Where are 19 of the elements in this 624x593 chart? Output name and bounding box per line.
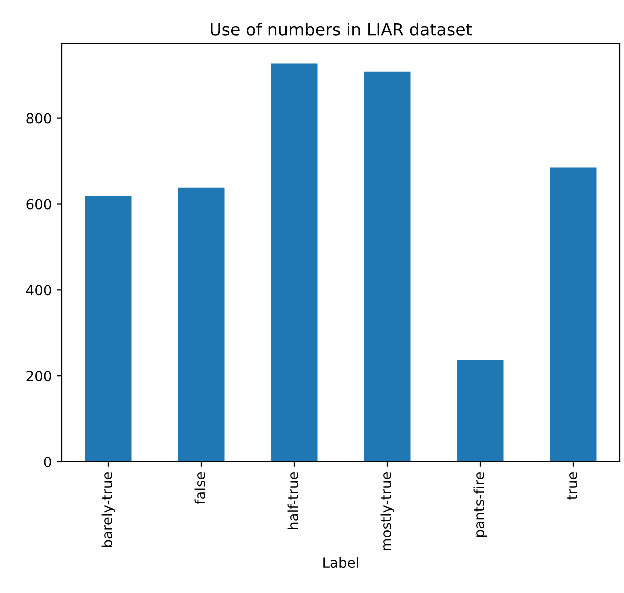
x-tick-label: half-true [288, 472, 299, 530]
x-tick-label: barely-true [102, 472, 116, 548]
y-tick-label: 0 [44, 456, 52, 468]
y-tick-label: 800 [26, 113, 52, 124]
bar [85, 196, 132, 462]
x-tick-label: pants-fire [474, 472, 488, 537]
bar [550, 168, 597, 462]
y-tick-label: 600 [26, 199, 52, 210]
y-tick-label: 400 [26, 285, 52, 296]
bar [457, 360, 504, 462]
bar [178, 188, 225, 462]
x-tick-label: false [194, 472, 206, 504]
bar [364, 72, 411, 462]
x-axis-title: Label [324, 557, 358, 568]
y-tick-label: 200 [26, 371, 52, 382]
x-tick-label: mostly-true [380, 472, 394, 551]
x-tick-label: true [568, 472, 578, 500]
chart-title: Use of numbers in LIAR dataset [211, 23, 472, 36]
bar [271, 64, 318, 462]
